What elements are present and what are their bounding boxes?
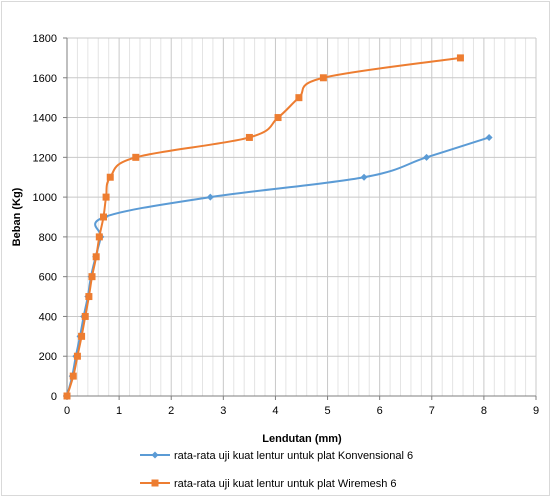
x-tick-label: 3 [220, 405, 226, 417]
data-point [78, 332, 86, 340]
data-point [81, 312, 89, 320]
data-point [106, 173, 114, 181]
data-point [456, 54, 464, 62]
legend-label: rata-rata uji kuat lentur untuk plat Kon… [174, 450, 413, 462]
y-tick-label: 1800 [33, 33, 57, 45]
series-group [63, 54, 493, 400]
y-tick-label: 800 [39, 232, 57, 244]
data-point [99, 213, 107, 221]
x-tick-label: 5 [324, 405, 330, 417]
legend-item: rata-rata uji kuat lentur untuk plat Kon… [140, 450, 413, 462]
data-point [69, 372, 77, 380]
legend-item: rata-rata uji kuat lentur untuk plat Wir… [140, 478, 397, 490]
data-point [423, 153, 431, 161]
x-axis-label: Lendutan (mm) [262, 433, 342, 445]
axes: 0 200 400 600 800 1000 1200 1400 1600 1800 0 1 2 3 4 5 6… [33, 33, 540, 417]
data-point [485, 133, 493, 141]
data-point [88, 273, 96, 281]
x-tick-label: 1 [116, 405, 122, 417]
y-tick-label: 600 [39, 272, 57, 284]
x-tick-label: 2 [168, 405, 174, 417]
x-tick-label: 9 [533, 405, 539, 417]
y-tick-label: 0 [51, 391, 57, 403]
data-point [206, 193, 214, 201]
series-line [66, 136, 490, 397]
data-point [319, 74, 327, 82]
data-point [245, 133, 253, 141]
data-point [63, 392, 71, 400]
x-tick-label: 7 [429, 405, 435, 417]
data-point [92, 253, 100, 261]
series-line [66, 56, 461, 397]
series-1 [63, 133, 493, 400]
data-point [102, 193, 110, 201]
data-point [295, 94, 303, 102]
y-tick-label: 1600 [33, 73, 57, 85]
y-tick-label: 1000 [33, 192, 57, 204]
data-point [274, 114, 282, 122]
series-2 [63, 54, 464, 400]
y-tick-label: 200 [39, 351, 57, 363]
y-tick-label: 400 [39, 311, 57, 323]
data-point [360, 173, 368, 181]
x-tick-label: 6 [377, 405, 383, 417]
grid [67, 37, 537, 396]
data-point [132, 153, 140, 161]
data-point [95, 233, 103, 241]
data-point [73, 352, 81, 360]
legend-marker [151, 479, 159, 487]
legend-marker [151, 451, 159, 459]
data-point [85, 293, 93, 301]
x-tick-label: 4 [272, 405, 278, 417]
legend: rata-rata uji kuat lentur untuk plat Kon… [140, 450, 413, 490]
y-axis-label: Beban (Kg) [11, 187, 23, 246]
x-tick-label: 0 [64, 405, 70, 417]
legend-label: rata-rata uji kuat lentur untuk plat Wir… [174, 478, 397, 490]
y-tick-label: 1400 [33, 113, 57, 125]
y-tick-label: 1200 [33, 152, 57, 164]
x-tick-label: 8 [481, 405, 487, 417]
